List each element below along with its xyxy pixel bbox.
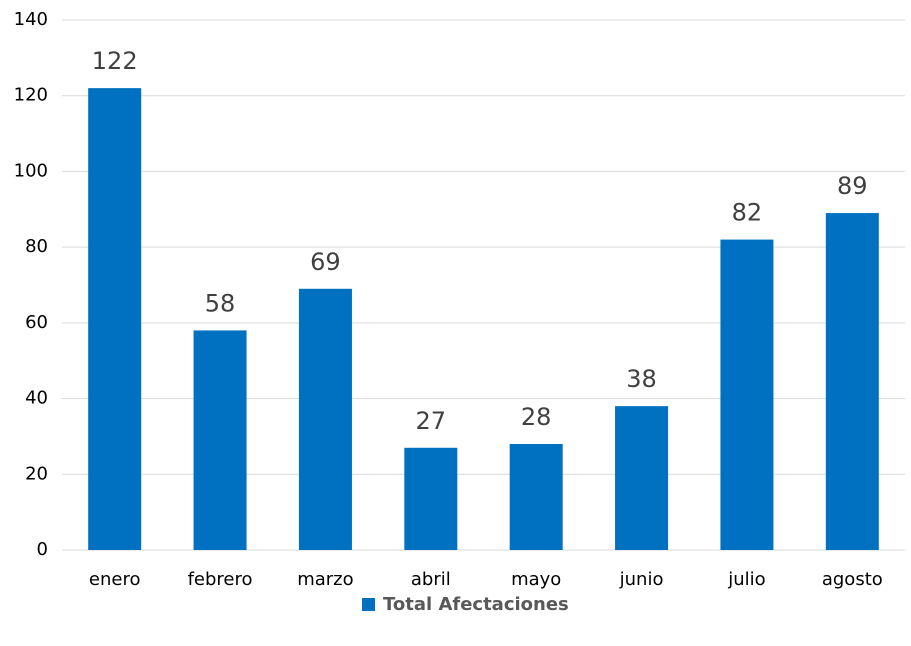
x-tick-label: junio	[619, 569, 664, 590]
y-tick-label: 80	[25, 236, 48, 257]
x-tick-label: marzo	[297, 569, 353, 590]
bar	[404, 447, 458, 550]
bar	[88, 88, 142, 551]
x-tick-label: julio	[727, 569, 765, 590]
y-tick-label: 140	[14, 9, 48, 30]
x-tick-label: enero	[89, 569, 141, 590]
x-tick-label: febrero	[188, 569, 253, 590]
y-tick-label: 40	[25, 388, 48, 409]
bar	[298, 288, 352, 550]
bar	[720, 239, 774, 551]
y-tick-label: 0	[37, 539, 48, 560]
y-tick-label: 120	[14, 85, 48, 106]
y-tick-label: 60	[25, 312, 48, 333]
data-label: 89	[837, 172, 868, 200]
x-tick-label: abril	[411, 569, 451, 590]
data-label: 82	[732, 199, 763, 227]
bar	[615, 406, 669, 550]
bar	[825, 213, 879, 551]
data-label: 122	[92, 47, 138, 75]
x-tick-label: mayo	[511, 569, 561, 590]
legend-swatch	[362, 598, 375, 611]
data-label: 58	[205, 289, 236, 317]
data-label: 38	[626, 365, 657, 393]
y-tick-label: 20	[25, 463, 48, 484]
bar	[193, 330, 247, 550]
legend-label: Total Afectaciones	[383, 594, 569, 615]
y-tick-label: 100	[14, 160, 48, 181]
bar	[509, 444, 563, 550]
data-label: 27	[416, 407, 447, 435]
data-label: 69	[310, 248, 341, 276]
x-tick-label: agosto	[822, 569, 883, 590]
data-label: 28	[521, 403, 552, 431]
